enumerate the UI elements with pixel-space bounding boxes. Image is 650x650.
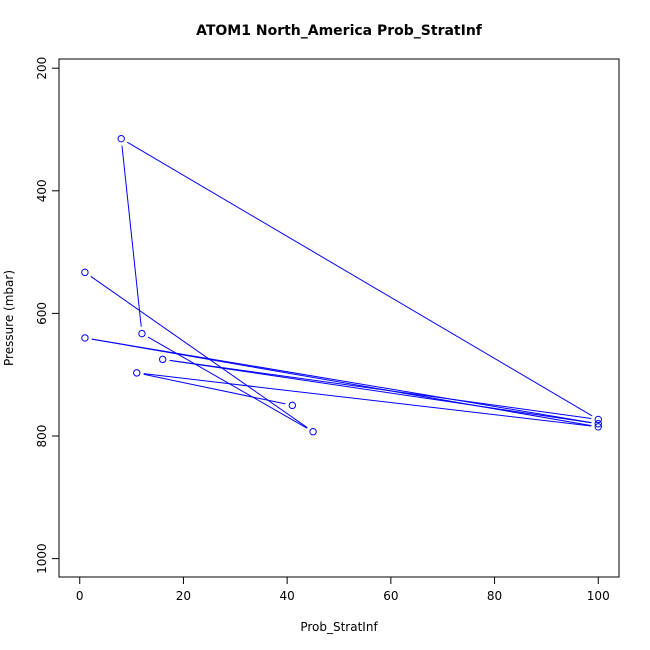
data-point [594, 420, 602, 428]
data-point [309, 428, 317, 436]
series-segment [147, 336, 308, 429]
data-point [81, 334, 89, 342]
x-tick-label: 20 [176, 589, 191, 603]
x-tick-label: 0 [76, 589, 84, 603]
y-tick-label: 1000 [35, 543, 49, 574]
y-axis-label: Pressure (mbar) [2, 270, 16, 366]
data-point [594, 423, 602, 431]
series-segment [143, 373, 286, 405]
series-segment [90, 275, 308, 429]
series-segment [121, 145, 142, 327]
x-tick-label: 80 [487, 589, 502, 603]
data-point [133, 369, 141, 377]
data-point [159, 355, 167, 364]
data-point [117, 134, 125, 143]
series-segment [169, 359, 592, 424]
series-layer [81, 134, 602, 436]
y-tick-label: 600 [35, 302, 49, 325]
data-point [81, 268, 89, 277]
x-tick-label: 60 [383, 589, 398, 603]
x-axis-label: Prob_StratInf [300, 620, 378, 634]
y-axis: 200 400 600 800 1000 [35, 57, 60, 574]
y-tick-label: 400 [35, 179, 49, 202]
data-point [288, 401, 297, 410]
y-tick-label: 200 [35, 57, 49, 80]
series-segment [143, 373, 592, 427]
data-point [594, 415, 602, 424]
x-tick-label: 100 [587, 589, 610, 603]
y-tick-label: 800 [35, 425, 49, 448]
series-segment [127, 141, 593, 417]
series-segment [91, 338, 592, 427]
x-axis: 0 20 40 60 80 100 [76, 576, 610, 603]
series-segment [169, 359, 592, 419]
x-tick-label: 40 [280, 589, 295, 603]
data-point [138, 329, 146, 338]
chart-title: ATOM1 North_America Prob_StratInf [196, 23, 483, 39]
